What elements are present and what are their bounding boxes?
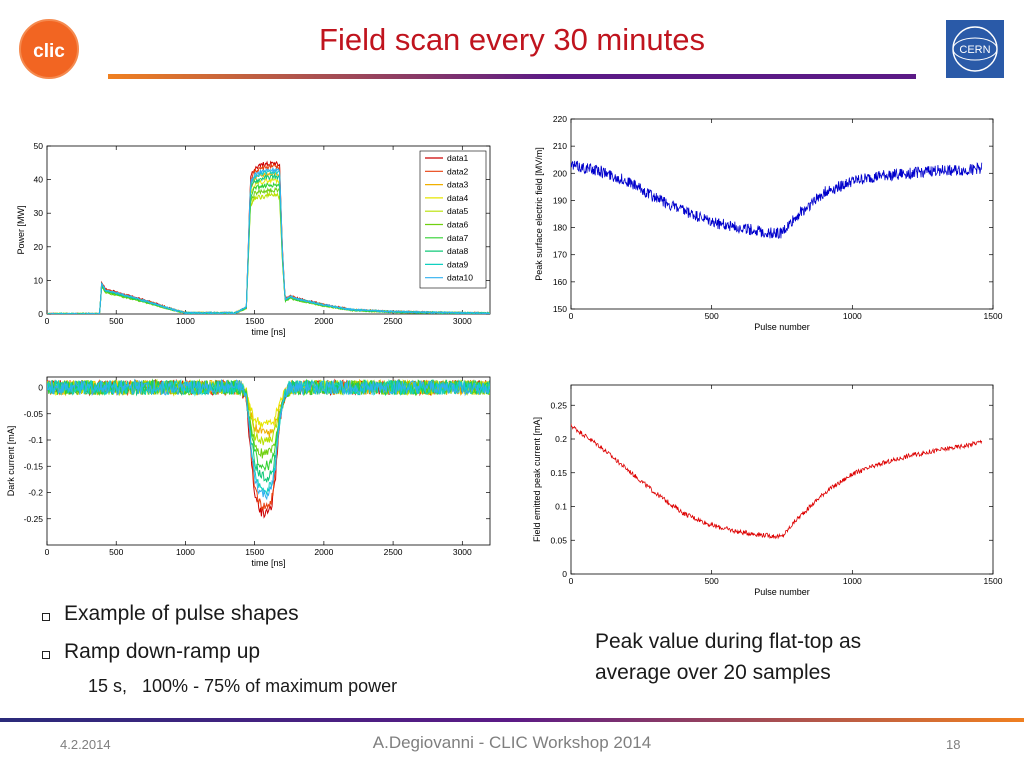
y-tick-label: 200 [553,168,567,178]
legend-label: data1 [447,153,469,163]
y-tick-label: 0 [38,309,43,319]
cern-logo: CERN [946,20,1004,78]
y-tick-label: 210 [553,141,567,151]
dark-current-chart: 0 500 1000 1500 2000 2500 3000 0 -0.05 -0.1 -0.15 -… [0,370,500,575]
x-tick-label: 3000 [453,547,472,557]
y-tick-label: 170 [553,250,567,260]
legend-label: data9 [447,259,469,269]
x-tick-label: 1000 [843,576,862,586]
x-tick-label: 2500 [384,316,403,326]
series-line [571,423,983,540]
x-axis-label: Pulse number [754,322,810,332]
y-tick-label: 220 [553,114,567,124]
y-axis-label: Peak surface electric field [MV/m] [534,147,544,281]
y-tick-label: 20 [34,242,44,252]
y-tick-label: -0.25 [24,514,44,524]
y-axis-label: Power [MW] [16,205,26,254]
title-underline [108,74,916,79]
y-tick-label: 40 [34,175,44,185]
y-tick-label: 0.25 [550,400,567,410]
x-tick-label: 500 [705,311,719,321]
y-tick-label: -0.05 [24,409,44,419]
plot-area [570,384,994,575]
x-tick-label: 0 [45,316,50,326]
legend-label: data4 [447,193,469,203]
y-tick-label: 50 [34,141,44,151]
note-text: Peak value during flat-top as average ov… [595,630,862,684]
clic-logo-text: clic [33,41,65,62]
footer-rule [0,718,1024,722]
plot-area [570,118,994,310]
x-axis-label: time [ns] [251,327,285,337]
y-tick-label: 0 [562,569,567,579]
x-tick-label: 0 [569,576,574,586]
bullet-1: Example of pulse shapes [64,602,299,625]
y-tick-label: 0.15 [550,468,567,478]
y-axis-label: Field emitted peak current [mA] [532,417,542,542]
x-tick-label: 2000 [314,547,333,557]
legend: data1 data2 data3 data4 data5 data6 data7 data8… [419,150,487,289]
y-tick-label: -0.2 [28,488,43,498]
legend-label: data5 [447,206,469,216]
footer-date: 4.2.2014 [60,737,111,752]
x-tick-label: 3000 [453,316,472,326]
y-tick-label: 0.05 [550,535,567,545]
legend-label: data2 [447,166,469,176]
y-tick-label: 190 [553,195,567,205]
sub-bullet: 15 s, 100% - 75% of maximum power [88,676,398,696]
y-tick-label: 0.1 [555,502,567,512]
x-tick-label: 0 [569,311,574,321]
cern-logo-text: CERN [959,44,990,56]
y-tick-label: 180 [553,223,567,233]
clic-logo: clic [18,18,80,80]
y-tick-label: 10 [34,275,44,285]
x-tick-label: 0 [45,547,50,557]
y-tick-label: 160 [553,277,567,287]
y-tick-label: 0 [38,383,43,393]
x-tick-label: 1000 [843,311,862,321]
x-tick-label: 1000 [176,547,195,557]
y-axis-label: Dark current [mA] [6,426,16,497]
legend-label: data10 [447,273,473,283]
x-axis-label: Pulse number [754,587,810,597]
plot-area [46,376,491,546]
peak-current-chart: 0 500 1000 1500 0 0.05 0.1 0.15 0.2 0.25 Pulse num… [528,380,1008,605]
legend-label: data7 [447,233,469,243]
bullet-2: Ramp down-ramp up [64,640,261,663]
x-tick-label: 1500 [984,576,1003,586]
series-line [571,160,983,239]
peak-field-chart: 0 500 1000 1500 150 160 170 180 190 200 210 220 Puls… [528,110,1008,345]
x-axis-label: time [ns] [251,558,285,568]
x-tick-label: 1000 [176,316,195,326]
y-tick-label: 0.2 [555,434,567,444]
y-tick-label: 150 [553,304,567,314]
x-tick-label: 1500 [245,316,264,326]
bullet-marker-2 [42,651,50,659]
series-line-data6 [47,186,490,314]
x-tick-label: 500 [109,316,123,326]
x-tick-label: 1500 [984,311,1003,321]
y-tick-label: -0.15 [24,461,44,471]
x-tick-label: 500 [109,547,123,557]
x-tick-label: 1500 [245,547,264,557]
footer-center: A.Degiovanni - CLIC Workshop 2014 [372,733,652,752]
y-tick-label: -0.1 [28,435,43,445]
x-tick-label: 2000 [314,316,333,326]
series-line-data10 [47,378,490,501]
legend-label: data6 [447,220,469,230]
y-tick-label: 30 [34,208,44,218]
legend-label: data3 [447,180,469,190]
footer-page-number: 18 [946,737,961,752]
power-chart: 0 500 1000 1500 2000 2500 3000 0 10 20 30 40 50 time … [0,132,500,347]
x-tick-label: 500 [705,576,719,586]
slide-title: Field scan every 30 minutes [319,22,705,57]
x-tick-label: 2500 [384,547,403,557]
legend-label: data8 [447,246,469,256]
bullet-marker-1 [42,613,50,621]
legend-box [419,150,487,289]
series-line-data10 [47,167,490,314]
